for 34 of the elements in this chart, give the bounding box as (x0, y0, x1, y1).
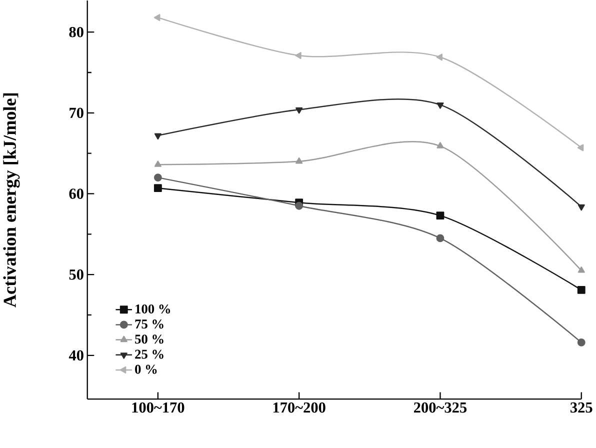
x-tick-label: 325 (570, 402, 592, 413)
x-tick-label: 200~325 (414, 402, 467, 413)
point (154, 133, 162, 140)
point (436, 142, 444, 148)
point (296, 107, 303, 114)
y-tick-label: 60 (69, 188, 84, 199)
x-tick-label: 100~170 (132, 402, 184, 413)
y-tick-label: 70 (70, 108, 84, 118)
point (436, 212, 444, 220)
y-axis-title: Activation energy [kJ/mole] (3, 93, 20, 308)
point (578, 204, 585, 211)
legend-label: 100 % (136, 304, 170, 314)
legend-label: 0 % (135, 364, 157, 374)
point (154, 184, 162, 192)
legend-label: 50 % (135, 334, 164, 344)
y-tick-label: 50 (69, 269, 84, 280)
x-tick-label: 170~200 (273, 402, 326, 413)
y-tick-label: 40 (68, 350, 84, 361)
point (577, 286, 586, 294)
point (295, 52, 302, 60)
point (295, 202, 304, 210)
legend-label: 25 % (135, 350, 164, 359)
point (154, 14, 160, 22)
point (436, 102, 444, 109)
point (436, 234, 444, 242)
point (436, 54, 443, 61)
point (296, 157, 303, 164)
point (154, 174, 162, 182)
point (154, 160, 162, 167)
point (577, 144, 584, 152)
y-tick-label: 80 (69, 26, 84, 38)
point (577, 338, 586, 346)
legend-label: 75 % (135, 320, 164, 329)
point (578, 266, 585, 273)
